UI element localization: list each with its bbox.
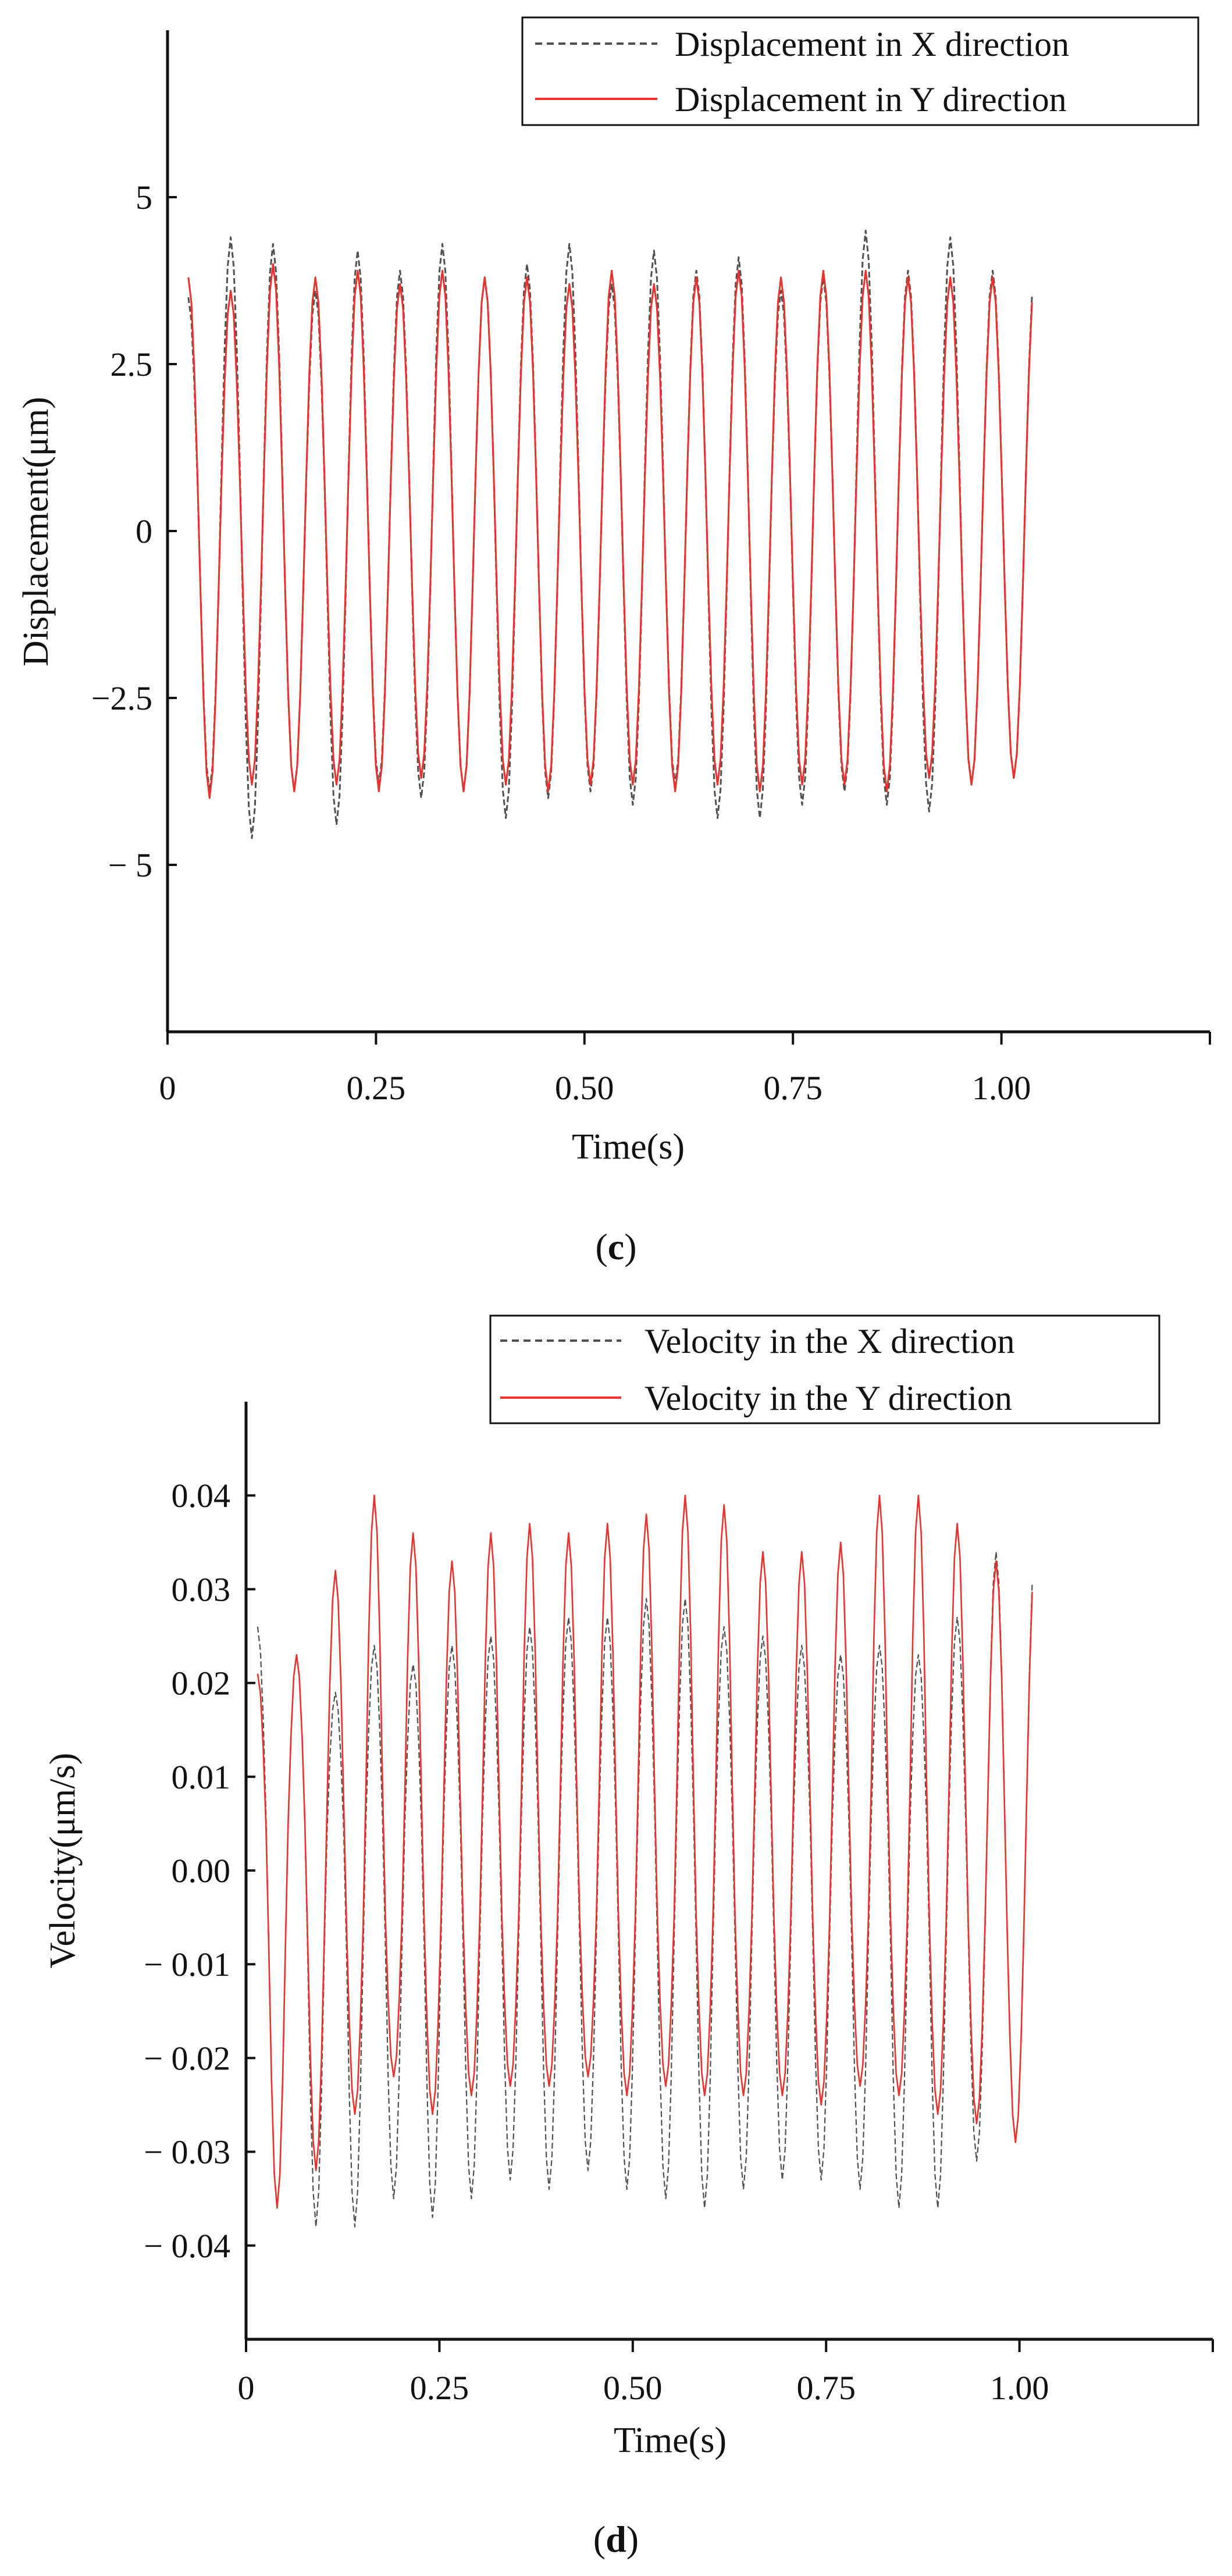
x-tick-label: 0.25	[410, 2369, 469, 2407]
legend-label-y: Velocity in the Y direction	[645, 1379, 1012, 1417]
y-axis-title: Velocity(μm/s)	[43, 1753, 83, 1969]
y-tick-label: 0.02	[172, 1665, 231, 1702]
legend: Displacement in X direction Displacement…	[521, 16, 1199, 126]
velocity-chart: 0.04 0.03 0.02 0.01 0.00 − 0.01 − 0.02 − 0.03 − …	[43, 1314, 1214, 2560]
x-axis-title: Time(s)	[614, 2421, 727, 2460]
y-tick-label: 2.5	[111, 345, 153, 383]
series-line-x	[187, 229, 1033, 839]
x-tick-label: 0	[238, 2369, 255, 2407]
y-axis-title: Displacement(μm)	[16, 397, 56, 667]
y-tick-label: −2.5	[91, 679, 152, 717]
x-tick-label: 0	[159, 1069, 176, 1107]
displacement-chart: 5 2.5 0 −2.5 − 5 0 0.25 0.50 0.75 1.00 Displacem…	[16, 16, 1211, 1267]
x-tick-label: 0.25	[347, 1069, 406, 1107]
y-tick-label: 5	[136, 179, 152, 216]
x-tick-label: 0.50	[603, 2369, 663, 2407]
legend-label-x: Displacement in X direction	[675, 25, 1069, 63]
legend-label-y: Displacement in Y direction	[675, 80, 1067, 119]
x-tick-label: 0.50	[555, 1069, 614, 1107]
y-tick-label: − 0.01	[144, 1946, 230, 1983]
series-line-x	[257, 1551, 1033, 2228]
y-tick-label: 0.01	[172, 1758, 231, 1796]
svg-text:(d): (d)	[593, 2518, 639, 2560]
x-tick-label: 1.00	[990, 2369, 1049, 2407]
x-axis-title: Time(s)	[572, 1127, 685, 1167]
svg-text:(c): (c)	[595, 1226, 636, 1267]
x-tick-label: 1.00	[972, 1069, 1031, 1107]
panel-label-c: (c)	[595, 1226, 636, 1267]
x-tick-label: 0.75	[796, 2369, 856, 2407]
y-tick-label: − 0.04	[144, 2227, 230, 2265]
series-line-y	[257, 1494, 1033, 2209]
y-tick-label: 0.03	[172, 1570, 231, 1608]
panel-label-c-letter: c	[608, 1226, 624, 1267]
y-tick-label: − 0.03	[144, 2133, 230, 2171]
panel-label-d: (d)	[593, 2518, 639, 2560]
legend-label-x: Velocity in the X direction	[645, 1322, 1015, 1360]
legend-box	[489, 1314, 1160, 1424]
panel-label-d-letter: d	[606, 2518, 626, 2560]
series-line-y	[187, 263, 1033, 799]
legend-box	[521, 16, 1199, 126]
legend: Velocity in the X direction Velocity in …	[489, 1314, 1160, 1424]
y-tick-label: − 5	[108, 846, 152, 884]
y-tick-label: 0.04	[172, 1477, 231, 1515]
y-tick-label: 0	[136, 512, 152, 550]
x-tick-label: 0.75	[763, 1069, 822, 1107]
y-tick-label: 0.00	[172, 1852, 231, 1890]
y-tick-label: − 0.02	[144, 2039, 230, 2077]
